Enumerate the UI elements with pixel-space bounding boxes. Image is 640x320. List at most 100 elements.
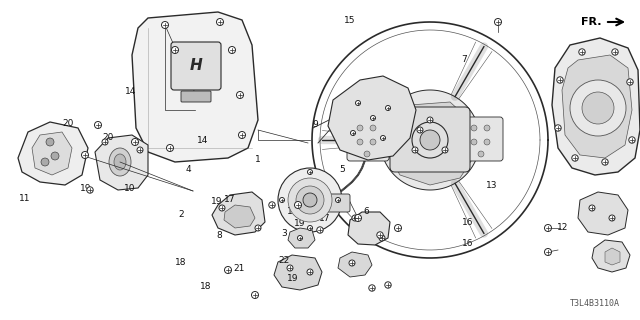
Circle shape xyxy=(370,139,376,145)
Text: 17: 17 xyxy=(224,195,236,204)
Text: 16: 16 xyxy=(462,239,474,248)
Text: H: H xyxy=(189,58,202,73)
Polygon shape xyxy=(224,205,255,228)
Circle shape xyxy=(602,159,608,165)
Circle shape xyxy=(612,49,618,55)
Circle shape xyxy=(335,197,340,203)
Circle shape xyxy=(385,106,390,110)
Circle shape xyxy=(219,205,225,211)
Circle shape xyxy=(570,80,626,136)
Circle shape xyxy=(609,215,615,221)
Circle shape xyxy=(303,193,317,207)
Circle shape xyxy=(442,147,448,153)
Circle shape xyxy=(495,19,502,26)
Circle shape xyxy=(545,249,552,255)
Text: 19: 19 xyxy=(211,197,223,206)
Circle shape xyxy=(237,92,243,99)
Circle shape xyxy=(81,151,88,158)
Text: 17: 17 xyxy=(319,214,330,223)
Circle shape xyxy=(307,170,312,174)
Circle shape xyxy=(287,265,293,271)
Text: 22: 22 xyxy=(278,256,290,265)
Polygon shape xyxy=(338,252,372,277)
Circle shape xyxy=(352,215,358,221)
Circle shape xyxy=(484,125,490,131)
Circle shape xyxy=(371,116,376,121)
Circle shape xyxy=(278,168,342,232)
Circle shape xyxy=(627,79,633,85)
Circle shape xyxy=(385,282,391,288)
Circle shape xyxy=(357,139,363,145)
Circle shape xyxy=(41,158,49,166)
Text: 19: 19 xyxy=(80,184,92,193)
Circle shape xyxy=(379,235,385,241)
Circle shape xyxy=(280,197,285,203)
Circle shape xyxy=(572,155,578,161)
Circle shape xyxy=(225,267,232,274)
Circle shape xyxy=(131,139,138,146)
Circle shape xyxy=(255,225,261,231)
Text: 2: 2 xyxy=(178,210,184,219)
Circle shape xyxy=(288,178,332,222)
Polygon shape xyxy=(578,192,628,235)
Text: 13: 13 xyxy=(486,181,498,190)
Text: 5: 5 xyxy=(339,165,345,174)
Text: 10: 10 xyxy=(124,184,135,193)
Circle shape xyxy=(317,227,323,233)
Circle shape xyxy=(394,225,401,231)
Circle shape xyxy=(545,225,552,231)
Circle shape xyxy=(294,202,301,209)
Text: 4: 4 xyxy=(186,165,191,174)
Circle shape xyxy=(296,186,324,214)
FancyBboxPatch shape xyxy=(181,91,211,102)
Circle shape xyxy=(166,145,173,151)
Text: 9: 9 xyxy=(312,120,318,129)
Text: 14: 14 xyxy=(125,87,136,96)
Text: 8: 8 xyxy=(216,231,222,240)
Circle shape xyxy=(417,127,423,133)
Ellipse shape xyxy=(114,154,126,170)
Circle shape xyxy=(557,77,563,83)
Circle shape xyxy=(216,19,223,26)
Text: FR.: FR. xyxy=(582,17,602,27)
Circle shape xyxy=(102,139,108,145)
Circle shape xyxy=(589,205,595,211)
Polygon shape xyxy=(212,192,265,235)
Circle shape xyxy=(582,92,614,124)
Text: 18: 18 xyxy=(200,282,212,291)
Circle shape xyxy=(369,285,375,291)
Polygon shape xyxy=(552,38,640,175)
Polygon shape xyxy=(18,122,88,185)
Ellipse shape xyxy=(109,148,131,176)
Circle shape xyxy=(628,137,636,143)
Circle shape xyxy=(239,132,246,139)
Polygon shape xyxy=(132,12,258,162)
Text: 7: 7 xyxy=(461,55,467,64)
Circle shape xyxy=(355,214,362,221)
Text: T3L4B3110A: T3L4B3110A xyxy=(570,299,620,308)
Circle shape xyxy=(307,269,313,275)
Text: 1: 1 xyxy=(255,156,260,164)
Circle shape xyxy=(478,151,484,157)
Circle shape xyxy=(252,292,259,299)
Polygon shape xyxy=(288,228,315,248)
Text: 11: 11 xyxy=(19,194,31,203)
Circle shape xyxy=(355,100,360,106)
Circle shape xyxy=(95,122,102,129)
Text: 12: 12 xyxy=(557,223,568,232)
Circle shape xyxy=(298,236,303,241)
Circle shape xyxy=(228,46,236,53)
Circle shape xyxy=(412,147,418,153)
Circle shape xyxy=(484,139,490,145)
Circle shape xyxy=(172,46,179,53)
Text: 14: 14 xyxy=(197,136,209,145)
Circle shape xyxy=(377,232,383,238)
Circle shape xyxy=(269,202,275,208)
Circle shape xyxy=(46,138,54,146)
Polygon shape xyxy=(32,132,72,175)
Text: 17: 17 xyxy=(287,207,298,216)
Circle shape xyxy=(370,125,376,131)
Text: 20: 20 xyxy=(63,119,74,128)
Polygon shape xyxy=(592,240,630,272)
Text: 15: 15 xyxy=(344,16,356,25)
